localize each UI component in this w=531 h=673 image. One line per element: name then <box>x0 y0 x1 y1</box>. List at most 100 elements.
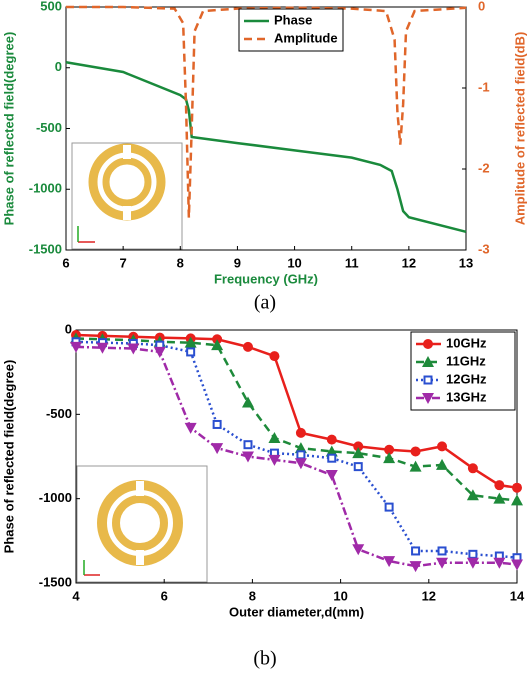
y-tick-label: 0 <box>55 59 62 74</box>
legend-label: Phase <box>274 12 312 27</box>
x-tick-label: 7 <box>120 255 127 270</box>
y-tick-label: -500 <box>46 406 72 421</box>
x-tick-label: 11 <box>345 255 359 270</box>
marker <box>211 443 224 455</box>
x-axis-label: Outer diameter,d(mm) <box>229 604 364 619</box>
inset-b <box>76 465 208 583</box>
legend-label: 10GHz <box>446 335 487 350</box>
marker <box>466 489 479 501</box>
legend-box <box>238 8 344 52</box>
marker <box>184 336 197 348</box>
series-line <box>66 5 467 218</box>
y-tick-label: -500 <box>36 120 62 135</box>
x-tick-label: 10 <box>333 588 347 603</box>
y2-axis-label: Amplitude of reflected field(dB) <box>512 32 527 226</box>
marker <box>242 341 253 352</box>
marker <box>294 458 307 470</box>
marker <box>153 346 166 358</box>
marker <box>269 351 280 362</box>
marker <box>70 341 82 353</box>
y2-tick-label: -3 <box>478 241 490 256</box>
marker <box>511 559 523 571</box>
marker <box>494 480 505 491</box>
marker <box>511 494 523 506</box>
marker <box>383 452 396 464</box>
y-axis-label: Phase of reflected field(degree) <box>1 32 16 226</box>
marker <box>409 561 422 573</box>
marker <box>353 441 364 452</box>
marker <box>241 396 254 408</box>
marker <box>423 339 433 349</box>
marker <box>352 544 365 556</box>
series-line <box>75 340 518 559</box>
marker <box>384 444 395 455</box>
y2-tick-label: 0 <box>478 0 485 13</box>
marker <box>268 454 281 466</box>
marker <box>295 427 306 438</box>
marker <box>326 434 337 445</box>
x-tick-label: 4 <box>72 588 80 603</box>
y-tick-label: -1000 <box>39 490 72 505</box>
x-tick-label: 10 <box>287 255 301 270</box>
marker <box>383 556 396 568</box>
x-tick-label: 8 <box>177 255 184 270</box>
marker <box>352 447 365 459</box>
marker <box>241 451 254 463</box>
marker <box>409 460 422 472</box>
x-tick-label: 12 <box>422 588 436 603</box>
marker <box>436 557 449 569</box>
marker <box>384 502 394 512</box>
x-tick-label: 6 <box>161 588 168 603</box>
caption: (b) <box>253 648 276 670</box>
marker <box>243 440 253 450</box>
x-tick-label: 13 <box>459 255 473 270</box>
marker <box>493 557 506 569</box>
y-tick-label: -1500 <box>29 241 62 256</box>
x-tick-label: 8 <box>249 588 256 603</box>
marker <box>493 492 506 504</box>
plot-area <box>75 329 518 584</box>
x-tick-label: 12 <box>402 255 416 270</box>
marker <box>327 453 337 463</box>
marker <box>410 446 421 457</box>
marker <box>211 339 224 351</box>
marker <box>296 450 306 460</box>
y-axis-label: Phase of reflected field(degree) <box>1 360 16 554</box>
marker <box>184 422 197 434</box>
x-tick-label: 9 <box>234 255 241 270</box>
marker <box>268 431 281 443</box>
marker <box>353 462 363 472</box>
y-tick-label: 0 <box>65 321 72 336</box>
marker <box>127 343 140 355</box>
marker <box>437 441 448 452</box>
legend-label: Amplitude <box>274 30 338 45</box>
y2-tick-label: -1 <box>478 79 490 94</box>
marker <box>423 375 433 385</box>
marker <box>512 482 522 493</box>
inset-a <box>71 142 183 250</box>
marker <box>467 463 478 474</box>
legend-label: 11GHz <box>446 353 486 368</box>
marker <box>411 546 421 556</box>
marker <box>422 356 434 367</box>
marker <box>212 419 222 429</box>
x-axis-label: Frequency (GHz) <box>214 271 318 286</box>
marker <box>325 470 338 482</box>
marker <box>96 342 109 354</box>
caption: (a) <box>254 292 276 314</box>
legend-label: 13GHz <box>446 389 487 404</box>
legend-label: 12GHz <box>446 371 487 386</box>
y2-tick-label: -2 <box>478 160 490 175</box>
marker <box>422 393 434 404</box>
marker <box>436 458 449 470</box>
y-tick-label: -1500 <box>39 574 72 589</box>
x-tick-label: 6 <box>62 255 69 270</box>
marker <box>468 549 478 559</box>
x-tick-label: 14 <box>510 588 525 603</box>
marker <box>186 347 196 357</box>
y-tick-label: 500 <box>40 0 62 13</box>
marker <box>437 546 447 556</box>
series-line <box>65 61 467 233</box>
marker <box>466 557 479 569</box>
